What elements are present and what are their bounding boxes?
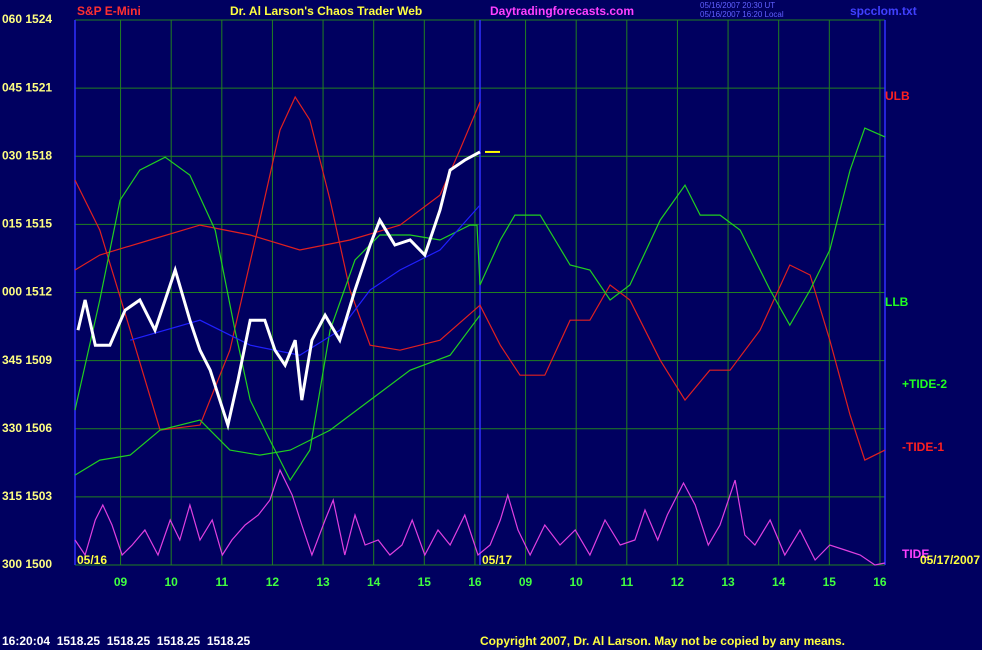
- status-line: 16:20:04 1518.25 1518.25 1518.25 1518.25: [2, 634, 251, 648]
- y-tick-label: 330 1506: [2, 421, 52, 435]
- time-ut: 05/16/2007 20:30 UT: [700, 1, 775, 10]
- y-tick-label: 345 1509: [2, 353, 52, 367]
- series-label: +TIDE-2: [902, 377, 947, 391]
- x-tick-label: 14: [367, 575, 381, 589]
- x-tick-label: 15: [823, 575, 837, 589]
- series-label: TIDE: [902, 547, 929, 561]
- x-tick-label: 11: [215, 575, 228, 589]
- y-tick-label: 045 1521: [2, 80, 52, 94]
- series-label: -TIDE-1: [902, 440, 944, 454]
- copyright: Copyright 2007, Dr. Al Larson. May not b…: [480, 634, 845, 648]
- x-tick-label: 12: [671, 575, 685, 589]
- x-tick-label: 12: [266, 575, 280, 589]
- series-line: [76, 150, 481, 431]
- y-tick-label: 015 1515: [2, 217, 52, 231]
- chart-title: Dr. Al Larson's Chaos Trader Web: [230, 4, 422, 18]
- y-tick-label: 300 1500: [2, 557, 52, 571]
- x-tick-label: 16: [873, 575, 887, 589]
- site: Daytradingforecasts.com: [490, 4, 634, 18]
- plot: 300 1500 315 1503 330 1506 345 1509 000 1512…: [2, 12, 980, 589]
- x-tick-label: 10: [165, 575, 179, 589]
- symbol: S&P E-Mini: [77, 4, 141, 18]
- series-line: [74, 127, 886, 482]
- series-line: [74, 468, 886, 566]
- x-tick-label: 10: [570, 575, 584, 589]
- y-tick-label: 315 1503: [2, 489, 52, 503]
- y-tick-label: 030 1518: [2, 148, 52, 162]
- series-line: [130, 204, 481, 356]
- series-line: [74, 314, 481, 476]
- x-tick-label: 13: [721, 575, 735, 589]
- x-tick-label: 16: [468, 575, 482, 589]
- time-local: 05/16/2007 16:20 Local: [700, 10, 784, 19]
- x-tick-label: 15: [418, 575, 432, 589]
- file-name: spcclom.txt: [850, 4, 917, 18]
- x-tick-label: 09: [519, 575, 533, 589]
- date-label: 05/17/2007: [920, 553, 980, 567]
- date-label: 05/17: [482, 553, 512, 567]
- series-label: ULB: [885, 89, 910, 103]
- x-tick-label: 14: [772, 575, 786, 589]
- x-tick-label: 11: [620, 575, 633, 589]
- y-tick-label: 000 1512: [2, 285, 52, 299]
- series-label: LLB: [885, 295, 909, 309]
- x-tick-label: 13: [316, 575, 330, 589]
- x-tick-label: 09: [114, 575, 128, 589]
- y-tick-label: 060 1524: [2, 12, 52, 26]
- date-label: 05/16: [77, 553, 107, 567]
